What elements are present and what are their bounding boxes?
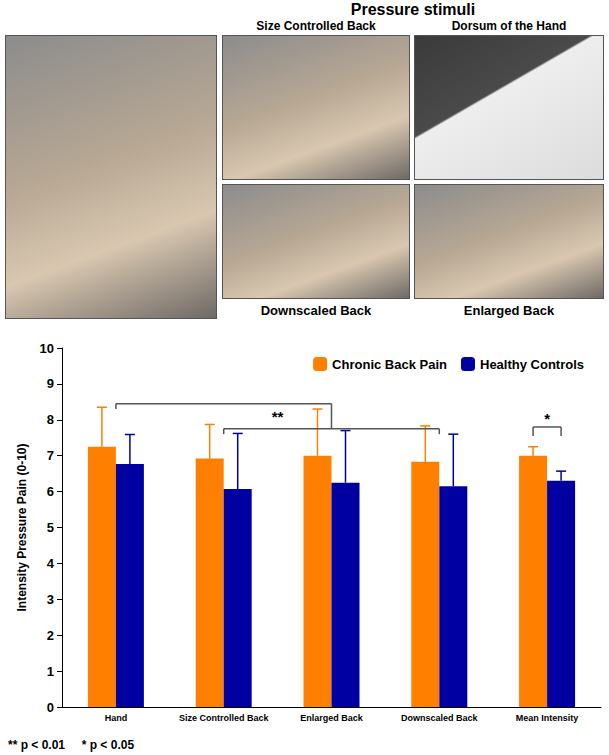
svg-text:Size Controlled Back: Size Controlled Back	[179, 713, 270, 723]
svg-text:Enlarged Back: Enlarged Back	[300, 713, 364, 723]
svg-text:Hand: Hand	[105, 713, 128, 723]
svg-text:8: 8	[47, 412, 54, 427]
html-text:Dorsum of the Hand: Dorsum of the Hand	[451, 19, 567, 33]
svg-text:Intensity Pressure Pain (0-10): Intensity Pressure Pain (0-10)	[15, 443, 29, 611]
svg-text:Healthy Controls: Healthy Controls	[480, 357, 584, 372]
svg-text:0: 0	[47, 700, 54, 715]
svg-text:Mean Intensity: Mean Intensity	[516, 713, 579, 723]
html-text:Enlarged Back: Enlarged Back	[463, 303, 555, 318]
svg-text:*: *	[544, 410, 550, 427]
svg-text:10: 10	[40, 341, 54, 356]
svg-text:7: 7	[47, 448, 54, 463]
svg-text:3: 3	[47, 592, 54, 607]
svg-text:5: 5	[47, 520, 54, 535]
html-text:Downscaled Back: Downscaled Back	[260, 303, 372, 318]
svg-text:**: **	[272, 408, 284, 425]
svg-text:Chronic Back Pain: Chronic Back Pain	[332, 357, 447, 372]
svg-text:6: 6	[47, 484, 54, 499]
svg-text:2: 2	[47, 628, 54, 643]
svg-text:1: 1	[47, 664, 54, 679]
svg-text:9: 9	[47, 376, 54, 391]
svg-text:Downscaled Back: Downscaled Back	[401, 713, 479, 723]
html-text:Size Controlled Back: Size Controlled Back	[256, 19, 376, 33]
html-text:Pressure stimuli: Pressure stimuli	[350, 1, 476, 18]
html-text:** p < 0.01 * p < 0.05: ** p < 0.01 * p < 0.05	[8, 738, 135, 752]
svg-text:4: 4	[47, 556, 55, 571]
